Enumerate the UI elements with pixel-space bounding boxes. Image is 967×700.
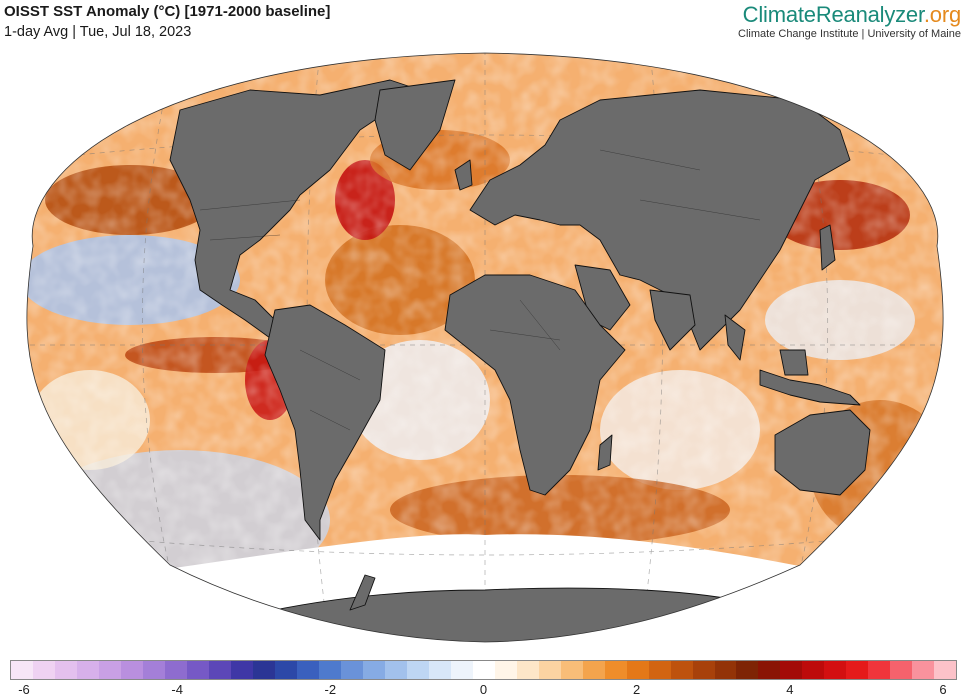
colorbar-segment [120,661,143,679]
colorbar-tick-label: 4 [786,682,794,697]
colorbar-segment [274,661,297,679]
colorbar-segment [538,661,561,679]
colorbar-segment [296,661,319,679]
colorbar-segment [318,661,341,679]
land-masses [169,79,901,642]
colorbar-tick-label: -6 [18,682,30,697]
colorbar-segment [648,661,671,679]
colorbar-segment [626,661,649,679]
india-land [649,289,696,351]
chart-title: OISST SST Anomaly (°C) [1971-2000 baseli… [4,3,331,20]
colorbar-segment [340,661,363,679]
colorbar-segment [494,661,517,679]
colorbar-segment [670,661,693,679]
header: OISST SST Anomaly (°C) [1971-2000 baseli… [0,0,967,50]
colorbar-segment [208,661,231,679]
colorbar-segment [890,661,913,679]
colorbar-segment [604,661,627,679]
colorbar-tick-label: 6 [939,682,947,697]
colorbar-segment [736,661,759,679]
brand-logo[interactable]: ClimateReanalyzer.org Climate Change Ins… [738,2,961,40]
uk-land [454,159,473,191]
colorbar-segment [142,661,165,679]
colorbar-segment [758,661,781,679]
borneo-land [779,349,809,376]
colorbar-segment [230,661,253,679]
greenland-land [374,79,456,171]
colorbar-segment [164,661,187,679]
sst-anomaly-map [26,52,944,643]
ocean-layer [26,53,944,642]
colorbar-segment [692,661,715,679]
colorbar-segment [98,661,121,679]
colorbar-tick-label: 0 [479,682,488,697]
colorbar-segment [252,661,275,679]
colorbar-segment [516,661,539,679]
eurasia-land [469,89,851,351]
colorbar-segment [912,661,935,679]
madagascar-land [597,434,613,471]
colorbar-segment [384,661,407,679]
southeast-asia-land [724,314,746,361]
colorbar-segment [472,661,495,679]
colorbar [10,660,957,680]
colorbar-segment [846,661,869,679]
colorbar-segment [802,661,825,679]
colorbar-segment [824,661,847,679]
japan-land [819,224,836,271]
colorbar-segment [934,661,957,679]
indonesia-islands-land [759,369,861,406]
antarctic-peninsula-land [349,574,376,611]
colorbar-segment [714,661,737,679]
colorbar-segment [450,661,473,679]
brand-name: ClimateReanalyzer [742,2,924,27]
colorbar-segment [76,661,99,679]
colorbar-segment [11,661,33,679]
australia-land [774,409,871,496]
colorbar-tick-label: -4 [171,682,183,697]
colorbar-segment [186,661,209,679]
chart-subtitle: 1-day Avg | Tue, Jul 18, 2023 [4,24,192,40]
country-borders [199,149,761,431]
new-zealand-land [884,479,901,516]
colorbar-segment [560,661,583,679]
colorbar-tick-label: -2 [324,682,337,697]
colorbar-ticks: -6 -4 -2 0 2 4 6 [0,682,967,700]
colorbar-segment [428,661,451,679]
colorbar-segment [54,661,77,679]
colorbar-tick-label: 2 [633,682,641,697]
brand-tld: .org [923,2,961,27]
colorbar-segment [780,661,803,679]
south-america-land [264,304,386,541]
brand-tagline: Climate Change Institute | University of… [738,28,961,40]
colorbar-segment [32,661,55,679]
globe-outline [26,52,944,643]
colorbar-segment [362,661,385,679]
colorbar-segment [868,661,891,679]
colorbar-segment [406,661,429,679]
colorbar-segment [582,661,605,679]
